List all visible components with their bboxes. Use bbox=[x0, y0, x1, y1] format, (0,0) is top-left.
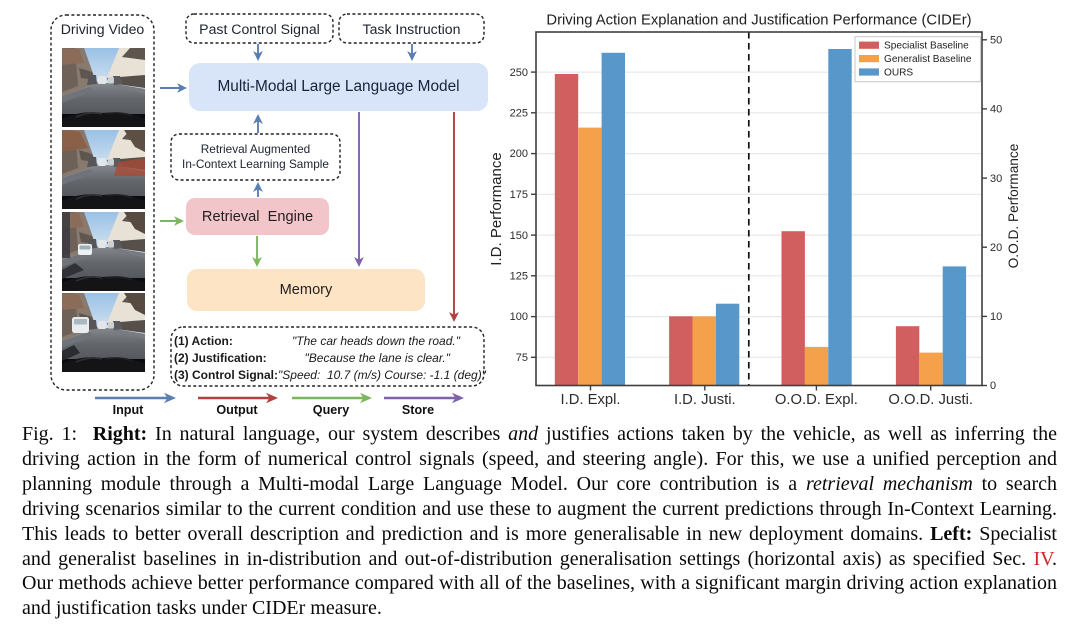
svg-text:100: 100 bbox=[510, 311, 528, 323]
svg-text:225: 225 bbox=[510, 108, 528, 120]
svg-text:OURS: OURS bbox=[884, 67, 913, 78]
svg-text:Specialist Baseline: Specialist Baseline bbox=[884, 41, 969, 52]
svg-text:0: 0 bbox=[990, 380, 996, 392]
svg-text:250: 250 bbox=[510, 67, 528, 79]
svg-text:125: 125 bbox=[510, 271, 528, 283]
svg-text:175: 175 bbox=[510, 189, 528, 201]
svg-text:O.O.D. Expl.: O.O.D. Expl. bbox=[775, 392, 858, 408]
svg-text:50: 50 bbox=[990, 35, 1002, 47]
svg-text:O.O.D. Performance: O.O.D. Performance bbox=[1006, 144, 1021, 269]
svg-text:O.O.D. Justi.: O.O.D. Justi. bbox=[888, 392, 973, 408]
svg-text:40: 40 bbox=[990, 104, 1002, 116]
svg-text:20: 20 bbox=[990, 242, 1002, 254]
svg-text:I.D. Performance: I.D. Performance bbox=[488, 152, 505, 265]
svg-text:200: 200 bbox=[510, 148, 528, 160]
svg-text:Generalist Baseline: Generalist Baseline bbox=[884, 54, 972, 65]
svg-text:150: 150 bbox=[510, 230, 528, 242]
svg-text:30: 30 bbox=[990, 173, 1002, 185]
svg-text:I.D. Expl.: I.D. Expl. bbox=[560, 392, 620, 408]
svg-text:75: 75 bbox=[516, 352, 528, 364]
svg-text:10: 10 bbox=[990, 311, 1002, 323]
svg-text:Driving Action Explanation and: Driving Action Explanation and Justifica… bbox=[546, 13, 971, 29]
svg-text:I.D. Justi.: I.D. Justi. bbox=[674, 392, 736, 408]
